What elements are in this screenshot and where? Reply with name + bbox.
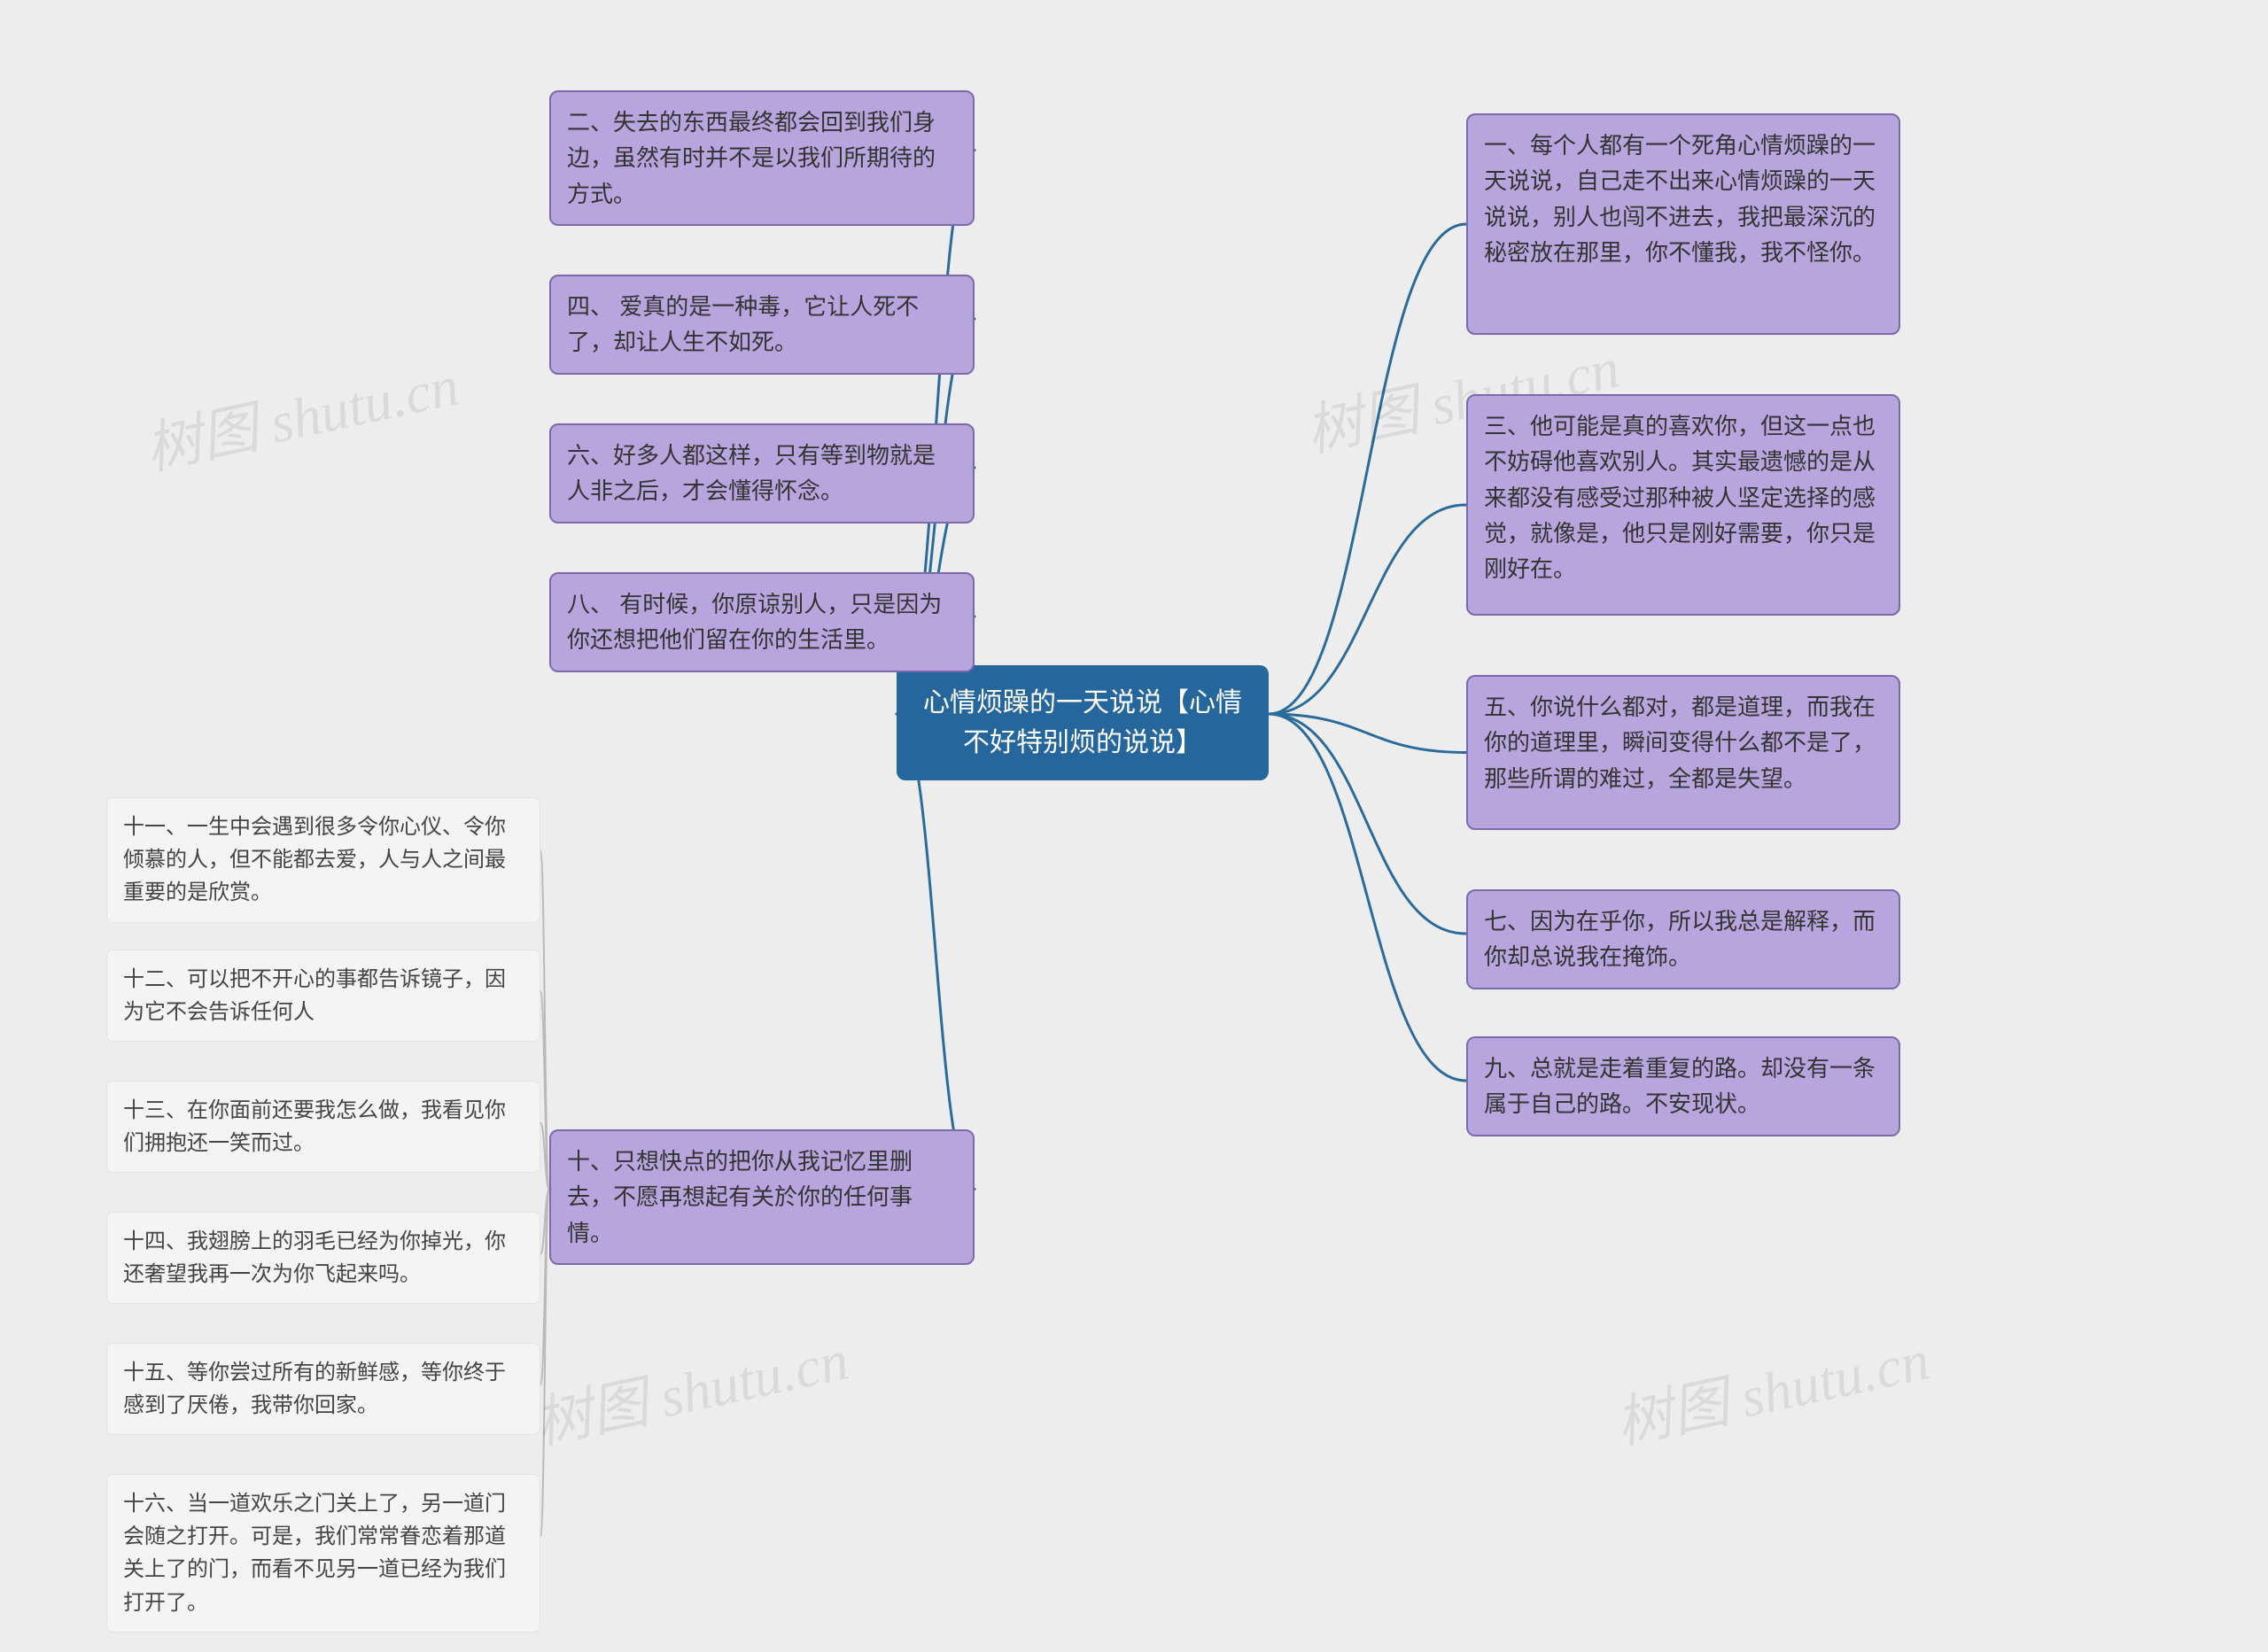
watermark: 树图 shutu.cn	[1607, 1315, 1935, 1461]
branch-n3: 三、他可能是真的喜欢你，但这一点也不妨碍他喜欢别人。其实最遗憾的是从来都没有感受…	[1466, 394, 1900, 616]
subnode-s14: 十四、我翅膀上的羽毛已经为你掉光，你还奢望我再一次为你飞起来吗。	[106, 1212, 540, 1304]
branch-n6: 六、好多人都这样，只有等到物就是人非之后，才会懂得怀念。	[549, 423, 975, 524]
branch-n4: 四、 爱真的是一种毒，它让人死不了，却让人生不如死。	[549, 275, 975, 375]
watermark: 树图 shutu.cn	[136, 340, 464, 486]
branch-n5: 五、你说什么都对，都是道理，而我在你的道理里，瞬间变得什么都不是了，那些所谓的难…	[1466, 675, 1900, 830]
subnode-s12: 十二、可以把不开心的事都告诉镜子，因为它不会告诉任何人	[106, 950, 540, 1042]
branch-n7: 七、因为在乎你，所以我总是解释，而你却总说我在掩饰。	[1466, 889, 1900, 989]
subnode-s16: 十六、当一道欢乐之门关上了，另一道门会随之打开。可是，我们常常眷恋着那道关上了的…	[106, 1474, 540, 1633]
branch-n8: 八、 有时候，你原谅别人，只是因为你还想把他们留在你的生活里。	[549, 572, 975, 672]
watermark: 树图 shutu.cn	[526, 1315, 854, 1461]
subnode-s15: 十五、等你尝过所有的新鲜感，等你终于感到了厌倦，我带你回家。	[106, 1343, 540, 1435]
branch-n10: 十、只想快点的把你从我记忆里删去，不愿再想起有关於你的任何事情。	[549, 1129, 975, 1265]
subnode-s13: 十三、在你面前还要我怎么做，我看见你们拥抱还一笑而过。	[106, 1081, 540, 1173]
branch-n9: 九、总就是走着重复的路。却没有一条属于自己的路。不安现状。	[1466, 1036, 1900, 1136]
subnode-s11: 十一、一生中会遇到很多令你心仪、令你倾慕的人，但不能都去爱，人与人之间最重要的是…	[106, 797, 540, 923]
branch-n1: 一、每个人都有一个死角心情烦躁的一天说说，自己走不出来心情烦躁的一天说说，别人也…	[1466, 113, 1900, 335]
branch-n2: 二、失去的东西最终都会回到我们身边，虽然有时并不是以我们所期待的方式。	[549, 90, 975, 226]
mindmap-stage: 树图 shutu.cn树图 shutu.cn树图 shutu.cn树图 shut…	[0, 0, 2268, 1652]
center-topic: 心情烦躁的一天说说【心情不好特别烦的说说】	[897, 665, 1269, 780]
